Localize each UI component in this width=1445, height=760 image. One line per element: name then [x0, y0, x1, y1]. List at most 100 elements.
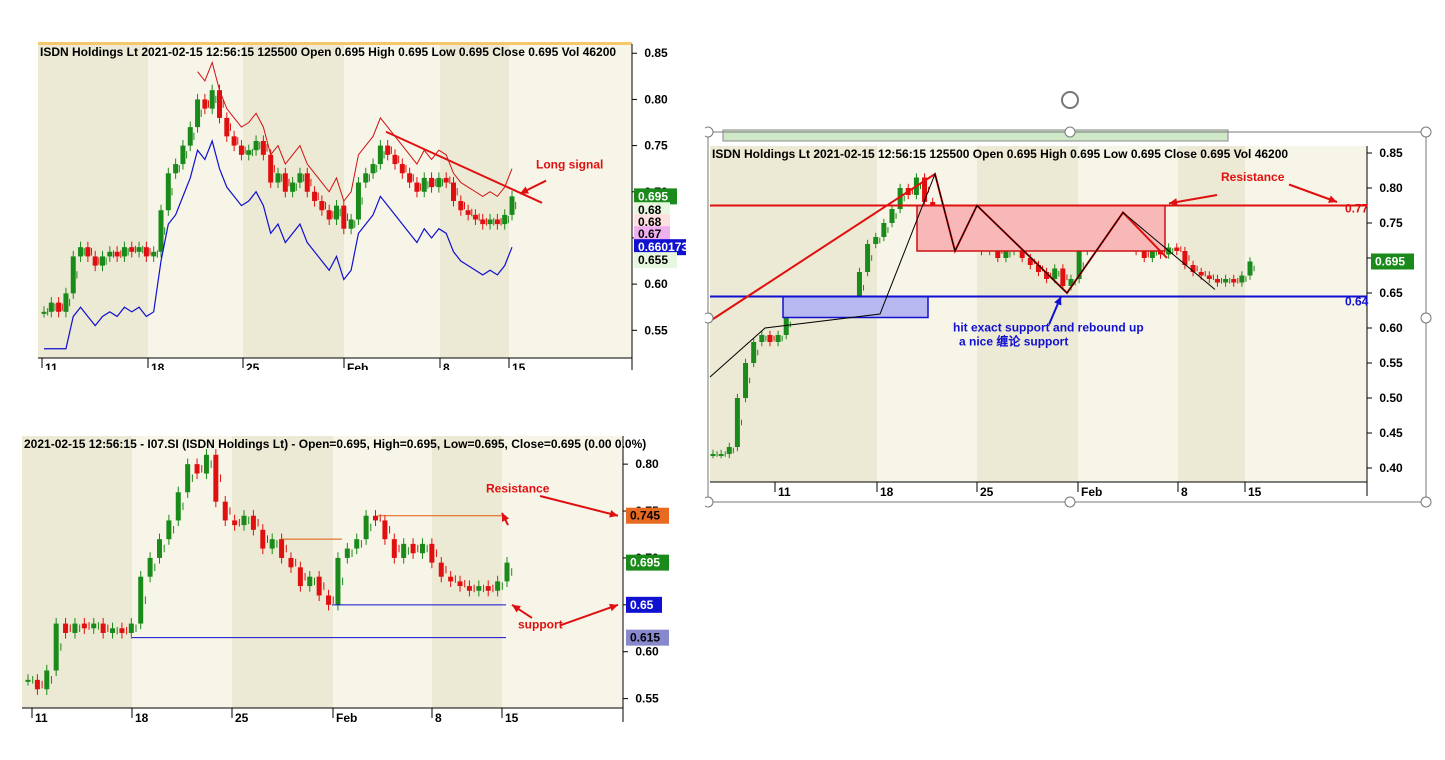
- candle-body: [165, 173, 171, 211]
- price-badge-box: [634, 252, 677, 269]
- price-badge-box: [626, 554, 669, 571]
- candle-body: [873, 237, 879, 244]
- chart-right: 0.850.800.750.700.650.600.550.500.450.40…: [702, 90, 1435, 515]
- candle-body: [121, 247, 127, 257]
- candle-body: [1223, 279, 1229, 283]
- candle-body: [195, 99, 201, 128]
- y-tick-label: 0.50: [1379, 391, 1403, 405]
- candle-body: [1190, 265, 1196, 272]
- long-signal-arrow-head: [520, 186, 529, 194]
- resize-handle: [1420, 126, 1432, 138]
- candle-body: [1206, 275, 1212, 279]
- downtrend-line: [385, 130, 543, 204]
- candle-body: [414, 182, 420, 192]
- candle-body: [269, 539, 275, 549]
- candle-body: [138, 576, 144, 624]
- candle-body: [504, 562, 510, 582]
- x-tick-label: 18: [135, 711, 149, 725]
- x-tick-label: 15: [512, 361, 526, 370]
- candle-body: [222, 501, 228, 521]
- level-label: 0.77: [1345, 202, 1369, 216]
- candle-body: [224, 117, 230, 137]
- candle-body: [326, 210, 332, 220]
- candle-body: [399, 164, 405, 174]
- resistance-arrow-head: [609, 509, 618, 518]
- trailing-stop-blue: [44, 139, 513, 350]
- candle-body: [319, 201, 325, 211]
- y-tick-label: 0.55: [1379, 356, 1403, 370]
- candle-body: [355, 182, 361, 220]
- candle-body: [1060, 268, 1066, 286]
- candle-body: [250, 515, 256, 530]
- y-tick-label: 0.55: [635, 692, 659, 706]
- support-note-1: hit exact support and rebound up: [953, 321, 1144, 335]
- price-badge: 0.695: [1375, 255, 1405, 269]
- candle-body: [363, 515, 369, 540]
- chart-svg: 0.800.750.700.650.600.55111825Feb8152021…: [22, 436, 669, 725]
- candle-body: [25, 679, 31, 682]
- candle-body: [341, 205, 347, 229]
- candle-body: [91, 623, 97, 629]
- week-band: [977, 146, 1078, 482]
- y-tick-label: 0.75: [1379, 216, 1403, 230]
- candle-body: [436, 177, 442, 188]
- price-badge: 0.615: [630, 631, 660, 645]
- candle-body: [1052, 268, 1058, 279]
- candle-body: [865, 244, 871, 272]
- candle-body: [485, 586, 491, 591]
- candle-body: [100, 623, 106, 633]
- candle-body: [129, 247, 135, 252]
- y-tick-label: 0.85: [644, 46, 668, 60]
- long-signal-label: Long signal: [536, 158, 603, 172]
- candle-body: [377, 145, 383, 165]
- candle-body: [344, 548, 350, 558]
- candle-body: [253, 140, 259, 151]
- x-tick-label: Feb: [347, 361, 368, 370]
- price-badge: 0.65: [630, 598, 654, 612]
- candle-body: [354, 539, 360, 549]
- candle-body: [312, 191, 318, 201]
- candle-body: [495, 581, 501, 591]
- chart-svg: 0.850.800.750.700.650.600.550.500.450.40…: [702, 91, 1432, 508]
- x-tick-label: 25: [246, 361, 260, 370]
- candle-body: [72, 623, 78, 633]
- price-badge: 0.660173: [638, 240, 686, 254]
- candle-body: [392, 154, 398, 165]
- resistance-arrow: [1288, 183, 1338, 203]
- chart-title: ISDN Holdings Lt 2021-02-15 12:56:15 125…: [40, 45, 616, 59]
- candle-body: [1239, 275, 1245, 283]
- resize-handle: [1420, 496, 1432, 508]
- candle-body: [156, 539, 162, 558]
- y-tick-label: 0.40: [1379, 461, 1403, 475]
- price-badge: 0.68: [638, 215, 662, 229]
- candle-body: [1174, 247, 1180, 251]
- chart-title: ISDN Holdings Lt 2021-02-15 12:56:15 125…: [712, 147, 1288, 161]
- y-tick-label: 0.80: [1379, 181, 1403, 195]
- x-tick-label: 8: [1181, 485, 1188, 499]
- candle-body: [457, 581, 463, 587]
- candle-body: [53, 623, 59, 671]
- candle-body: [128, 623, 134, 633]
- resistance-label: Resistance: [486, 481, 550, 495]
- candle-body: [175, 492, 181, 521]
- candle-body: [407, 173, 413, 183]
- candle-body: [63, 293, 69, 312]
- candle-body: [494, 219, 500, 225]
- candle-body: [151, 251, 157, 257]
- x-tick-label: Feb: [336, 711, 357, 725]
- price-badge-box: [626, 596, 662, 613]
- candle-body: [465, 210, 471, 215]
- candle-body: [307, 576, 313, 587]
- candle-body: [316, 576, 322, 596]
- candle-body: [889, 209, 895, 223]
- candle-body: [232, 520, 238, 526]
- y-tick-label: 0.85: [1379, 146, 1403, 160]
- candle-body: [458, 201, 464, 211]
- candle-body: [114, 251, 120, 257]
- price-badge: 0.695: [638, 189, 668, 203]
- candle-body: [429, 543, 435, 563]
- candle-body: [107, 251, 113, 257]
- candle-body: [466, 586, 472, 591]
- candle-body: [180, 145, 186, 165]
- price-badge-box: [634, 226, 670, 243]
